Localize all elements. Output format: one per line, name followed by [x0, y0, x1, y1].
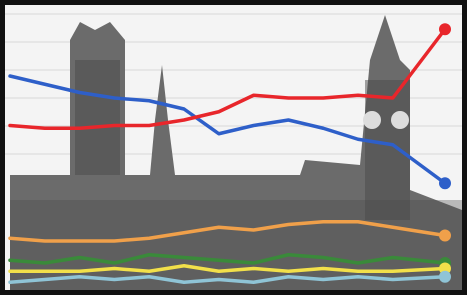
end-dot	[439, 177, 451, 189]
end-dot	[439, 23, 451, 35]
end-dot	[439, 230, 451, 242]
chart	[0, 0, 467, 295]
end-dot	[439, 271, 451, 283]
